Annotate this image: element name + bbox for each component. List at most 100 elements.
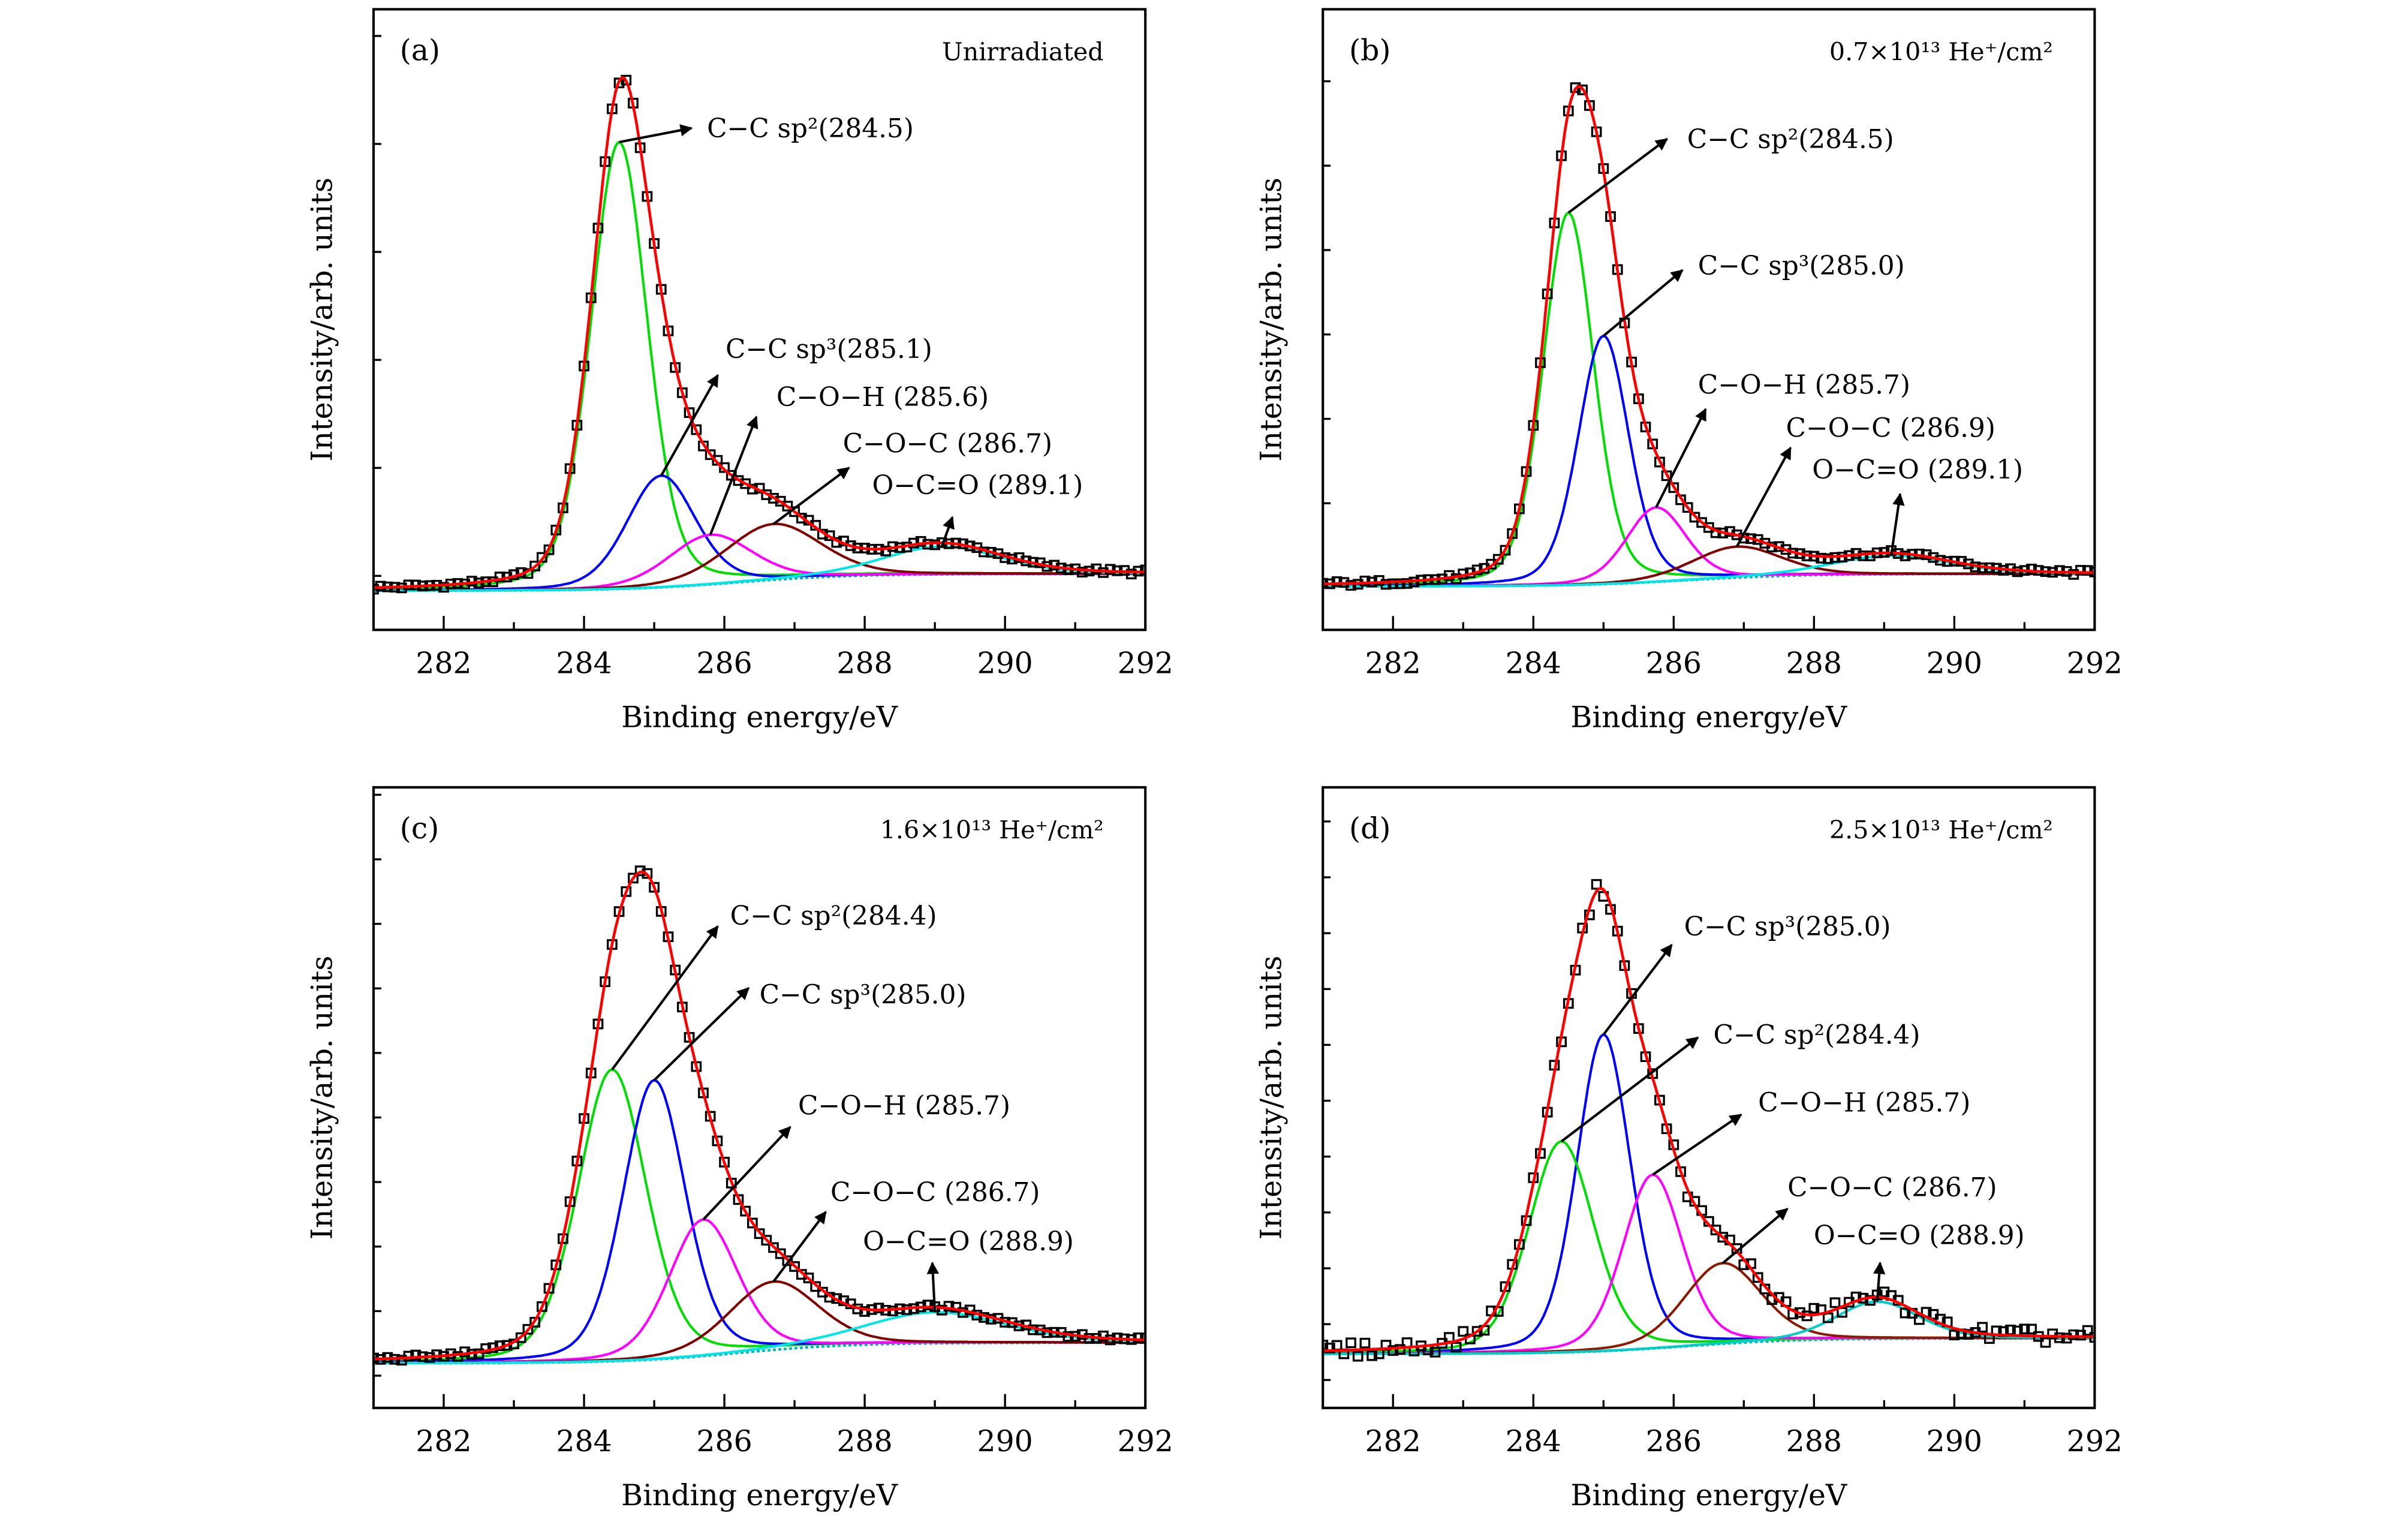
annotation-arrow xyxy=(1567,138,1668,214)
annotation-arrow xyxy=(660,374,719,477)
envelope-fit-line xyxy=(1323,886,2094,1352)
data-point xyxy=(1500,545,1511,556)
data-point xyxy=(768,1242,779,1253)
data-point xyxy=(915,536,926,547)
x-axis-title: Binding energy/eV xyxy=(1570,700,1847,735)
data-point xyxy=(634,865,646,877)
annotation-arrow xyxy=(940,516,955,548)
plot-frame xyxy=(1322,786,2096,1409)
envelope-fit-line xyxy=(374,76,1144,589)
x-tick-label: 282 xyxy=(1365,646,1421,680)
x-tick-label: 282 xyxy=(1365,1424,1421,1458)
data-point xyxy=(1133,1332,1144,1343)
data-point xyxy=(2082,565,2093,576)
annotation-arrow xyxy=(772,467,850,525)
x-tick-label: 290 xyxy=(1927,646,1982,680)
plot-area xyxy=(1323,879,2095,1362)
annotation-arrow xyxy=(1890,492,1905,556)
data-point xyxy=(2075,565,2086,576)
data-point xyxy=(782,501,793,512)
annotation-arrow xyxy=(926,1261,940,1313)
data-point xyxy=(536,552,547,563)
data-point xyxy=(2026,563,2037,574)
component-line-0 xyxy=(374,141,1144,590)
data-point xyxy=(1359,575,1371,586)
data-point xyxy=(1962,1329,1974,1340)
data-point xyxy=(1458,1326,1469,1337)
component-line-0 xyxy=(374,1068,1144,1362)
plot-area xyxy=(374,865,1146,1366)
data-point xyxy=(922,1300,934,1311)
data-point xyxy=(1977,1322,1988,1333)
x-tick-label: 286 xyxy=(696,646,752,680)
annotation-arrow xyxy=(702,1126,791,1221)
annotation-arrow xyxy=(1655,408,1707,509)
data-point xyxy=(1913,1314,1925,1325)
data-point xyxy=(1450,1341,1462,1353)
data-point xyxy=(1366,1350,1378,1361)
component-label: C−C sp²(284.4) xyxy=(730,901,937,931)
component-label: C−O−H (285.7) xyxy=(1698,369,1910,400)
data-point xyxy=(438,582,449,593)
component-label: C−C sp²(284.5) xyxy=(707,113,914,144)
x-tick-label: 286 xyxy=(696,1424,752,1458)
data-point xyxy=(740,1205,751,1217)
data-point xyxy=(459,1346,471,1358)
data-point xyxy=(1443,570,1455,581)
x-tick-label: 288 xyxy=(1786,1424,1842,1458)
data-point xyxy=(1865,551,1876,561)
envelope-fit-line xyxy=(1323,85,2094,586)
panel-d: 282 284 286 288 290 292 Binding energy/eV Inten… xyxy=(1254,786,2123,1512)
data-point xyxy=(747,1217,758,1229)
data-point xyxy=(1380,579,1392,590)
data-point xyxy=(1346,1337,1356,1349)
annotation-arrow xyxy=(1560,1036,1699,1143)
data-point xyxy=(1401,578,1413,589)
data-point xyxy=(1752,1272,1763,1283)
data-point xyxy=(403,579,414,591)
data-point xyxy=(705,449,716,461)
component-label: C−C sp³(285.0) xyxy=(760,979,967,1010)
panel-label: (c) xyxy=(400,811,440,846)
data-point xyxy=(1816,552,1826,564)
panel-label: (a) xyxy=(400,33,440,67)
x-tick-label: 282 xyxy=(416,646,471,680)
component-label: O−C=O (289.1) xyxy=(1812,455,2023,485)
plot-frame xyxy=(372,786,1147,1409)
y-axis-title: Intensity/arb. units xyxy=(1254,178,1289,462)
x-tick-label: 286 xyxy=(1646,646,1702,680)
data-point xyxy=(1808,1303,1820,1314)
data-point xyxy=(2026,1324,2037,1335)
data-point xyxy=(1325,1342,1335,1353)
data-point xyxy=(803,1273,814,1283)
component-label: C−C sp³(285.1) xyxy=(726,334,932,365)
data-point xyxy=(2068,1329,2079,1340)
annotation-arrow xyxy=(1602,943,1673,1036)
data-point xyxy=(1471,1326,1483,1337)
plot-area xyxy=(374,74,1146,595)
data-point xyxy=(529,1316,541,1328)
condition-label: Unirradiated xyxy=(942,37,1104,66)
x-axis-title: Binding energy/eV xyxy=(1570,1478,1847,1512)
component-label: C−C sp³(285.0) xyxy=(1698,251,1905,281)
data-point xyxy=(1346,580,1356,591)
component-label: C−C sp³(285.0) xyxy=(1684,912,1891,942)
data-point xyxy=(1900,1307,1911,1319)
component-label: C−O−C (286.7) xyxy=(1787,1172,1997,1203)
x-tick-label: 284 xyxy=(556,1424,612,1458)
data-point xyxy=(2054,565,2065,576)
data-point xyxy=(628,873,639,884)
x-tick-label: 284 xyxy=(556,646,612,680)
data-point xyxy=(733,475,744,486)
data-point xyxy=(768,493,779,504)
annotation-arrow xyxy=(611,925,719,1070)
data-point xyxy=(2040,1337,2051,1348)
data-point xyxy=(1387,1345,1399,1356)
component-label: O−C=O (288.9) xyxy=(1814,1220,2025,1251)
data-point xyxy=(1076,567,1088,577)
component-label: O−C=O (289.1) xyxy=(872,470,1083,501)
data-point xyxy=(1104,564,1116,575)
annotation-arrow xyxy=(709,416,758,536)
x-tick-label: 284 xyxy=(1506,1424,1561,1458)
condition-label: 1.6×10¹³ He⁺/cm² xyxy=(880,816,1104,844)
